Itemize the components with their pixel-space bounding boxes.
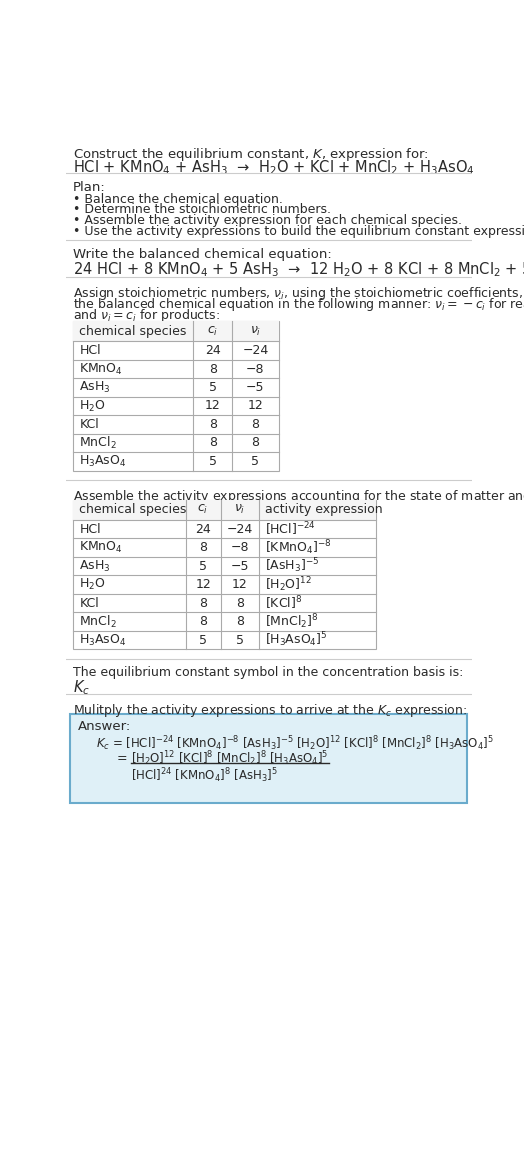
Text: $c_i$: $c_i$ <box>198 504 209 516</box>
Text: 5: 5 <box>252 455 259 468</box>
Text: • Balance the chemical equation.: • Balance the chemical equation. <box>73 193 283 206</box>
Text: H$_2$O: H$_2$O <box>80 399 106 414</box>
Text: 8: 8 <box>209 418 217 431</box>
Text: [H$_2$O]$^{12}$ [KCl]$^8$ [MnCl$_2$]$^8$ [H$_3$AsO$_4$]$^5$: [H$_2$O]$^{12}$ [KCl]$^8$ [MnCl$_2$]$^8$… <box>132 749 329 768</box>
Text: 8: 8 <box>236 615 244 628</box>
Text: [KCl]$^8$: [KCl]$^8$ <box>266 594 303 612</box>
Bar <box>73 500 376 649</box>
Text: −8: −8 <box>231 541 249 554</box>
Text: 5: 5 <box>236 634 244 647</box>
Text: 12: 12 <box>195 578 211 591</box>
Bar <box>73 321 279 341</box>
FancyBboxPatch shape <box>70 714 467 802</box>
Text: The equilibrium constant symbol in the concentration basis is:: The equilibrium constant symbol in the c… <box>73 666 464 679</box>
Text: KCl: KCl <box>80 597 99 609</box>
Text: H$_3$AsO$_4$: H$_3$AsO$_4$ <box>80 633 127 648</box>
Text: AsH$_3$: AsH$_3$ <box>80 558 111 573</box>
Text: [H$_3$AsO$_4$]$^5$: [H$_3$AsO$_4$]$^5$ <box>266 630 328 649</box>
Text: 8: 8 <box>199 615 207 628</box>
Text: 8: 8 <box>252 418 259 431</box>
Text: [MnCl$_2$]$^8$: [MnCl$_2$]$^8$ <box>266 612 319 632</box>
Text: • Determine the stoichiometric numbers.: • Determine the stoichiometric numbers. <box>73 204 331 216</box>
Text: −24: −24 <box>227 522 253 536</box>
Text: Assemble the activity expressions accounting for the state of matter and $\nu_i$: Assemble the activity expressions accoun… <box>73 487 524 505</box>
Text: $c_i$: $c_i$ <box>207 324 219 337</box>
Text: [HCl]$^{24}$ [KMnO$_4$]$^8$ [AsH$_3$]$^5$: [HCl]$^{24}$ [KMnO$_4$]$^8$ [AsH$_3$]$^5… <box>132 766 278 785</box>
Text: KCl: KCl <box>80 418 99 431</box>
Text: 8: 8 <box>236 597 244 609</box>
Text: 5: 5 <box>209 455 217 468</box>
Text: Assign stoichiometric numbers, $\nu_i$, using the stoichiometric coefficients, $: Assign stoichiometric numbers, $\nu_i$, … <box>73 285 524 302</box>
Text: H$_2$O: H$_2$O <box>80 577 106 592</box>
Text: HCl + KMnO$_4$ + AsH$_3$  →  H$_2$O + KCl + MnCl$_2$ + H$_3$AsO$_4$: HCl + KMnO$_4$ + AsH$_3$ → H$_2$O + KCl … <box>73 158 475 177</box>
Text: chemical species: chemical species <box>80 324 187 337</box>
Text: 12: 12 <box>232 578 248 591</box>
Text: −5: −5 <box>246 381 265 394</box>
Text: =: = <box>117 752 127 765</box>
Text: 5: 5 <box>199 559 207 572</box>
Text: [H$_2$O]$^{12}$: [H$_2$O]$^{12}$ <box>266 576 312 594</box>
Text: KMnO$_4$: KMnO$_4$ <box>80 362 123 377</box>
Text: MnCl$_2$: MnCl$_2$ <box>80 614 117 629</box>
Text: • Assemble the activity expression for each chemical species.: • Assemble the activity expression for e… <box>73 214 462 227</box>
Text: HCl: HCl <box>80 344 101 357</box>
Text: Write the balanced chemical equation:: Write the balanced chemical equation: <box>73 248 332 262</box>
Text: 24: 24 <box>195 522 211 536</box>
Text: [HCl]$^{-24}$: [HCl]$^{-24}$ <box>266 520 316 538</box>
Text: KMnO$_4$: KMnO$_4$ <box>80 540 123 555</box>
Text: −5: −5 <box>231 559 249 572</box>
Text: chemical species: chemical species <box>80 504 187 516</box>
Text: • Use the activity expressions to build the equilibrium constant expression.: • Use the activity expressions to build … <box>73 224 524 238</box>
Text: $K_c$: $K_c$ <box>73 678 90 698</box>
Text: the balanced chemical equation in the following manner: $\nu_i = -c_i$ for react: the balanced chemical equation in the fo… <box>73 295 524 313</box>
Text: Plan:: Plan: <box>73 181 106 194</box>
Text: [KMnO$_4$]$^{-8}$: [KMnO$_4$]$^{-8}$ <box>266 538 332 557</box>
Text: $\nu_i$: $\nu_i$ <box>234 504 246 516</box>
Text: 5: 5 <box>209 381 217 394</box>
Text: Mulitply the activity expressions to arrive at the $K_c$ expression:: Mulitply the activity expressions to arr… <box>73 701 467 719</box>
Text: −24: −24 <box>242 344 268 357</box>
Text: 12: 12 <box>205 399 221 413</box>
Text: Construct the equilibrium constant, $K$, expression for:: Construct the equilibrium constant, $K$,… <box>73 145 429 163</box>
Text: $K_c$ = [HCl]$^{-24}$ [KMnO$_4$]$^{-8}$ [AsH$_3$]$^{-5}$ [H$_2$O]$^{12}$ [KCl]$^: $K_c$ = [HCl]$^{-24}$ [KMnO$_4$]$^{-8}$ … <box>96 734 495 752</box>
Text: 8: 8 <box>209 436 217 449</box>
Text: 8: 8 <box>199 541 207 554</box>
Text: [AsH$_3$]$^{-5}$: [AsH$_3$]$^{-5}$ <box>266 557 320 576</box>
Text: AsH$_3$: AsH$_3$ <box>80 380 111 395</box>
Text: Answer:: Answer: <box>78 720 131 733</box>
Text: HCl: HCl <box>80 522 101 536</box>
Text: 5: 5 <box>199 634 207 647</box>
Text: 8: 8 <box>209 363 217 376</box>
Text: 24: 24 <box>205 344 221 357</box>
Bar <box>73 321 279 471</box>
Text: 12: 12 <box>247 399 263 413</box>
Text: $\nu_i$: $\nu_i$ <box>250 324 261 337</box>
Text: H$_3$AsO$_4$: H$_3$AsO$_4$ <box>80 454 127 469</box>
Bar <box>73 500 376 520</box>
Text: MnCl$_2$: MnCl$_2$ <box>80 435 117 451</box>
Text: 24 HCl + 8 KMnO$_4$ + 5 AsH$_3$  →  12 H$_2$O + 8 KCl + 8 MnCl$_2$ + 5 H$_3$AsO$: 24 HCl + 8 KMnO$_4$ + 5 AsH$_3$ → 12 H$_… <box>73 261 524 279</box>
Text: and $\nu_i = c_i$ for products:: and $\nu_i = c_i$ for products: <box>73 307 220 323</box>
Text: −8: −8 <box>246 363 265 376</box>
Text: 8: 8 <box>252 436 259 449</box>
Text: 8: 8 <box>199 597 207 609</box>
Text: activity expression: activity expression <box>266 504 383 516</box>
